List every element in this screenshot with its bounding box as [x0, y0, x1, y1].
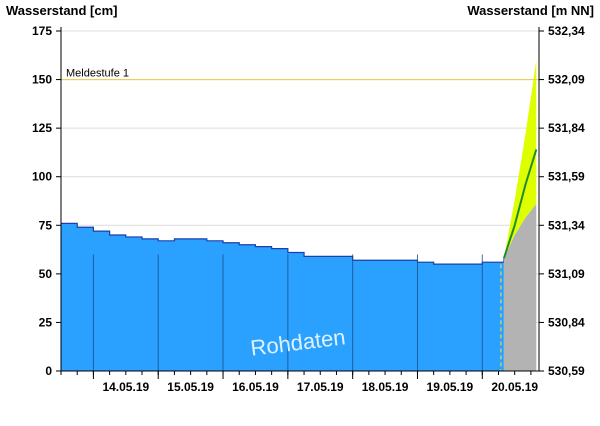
- left-tick-label: 100: [32, 170, 52, 184]
- x-tick-label: 19.05.19: [427, 380, 474, 394]
- right-tick-label: 532,34: [548, 24, 585, 38]
- right-tick-label: 531,59: [548, 170, 585, 184]
- x-tick-label: 15.05.19: [167, 380, 214, 394]
- x-tick-label: 18.05.19: [362, 380, 409, 394]
- reference-lines: Meldestufe 1: [61, 68, 539, 81]
- right-tick-label: 531,34: [548, 218, 585, 232]
- forecast-lower-area: [503, 203, 537, 371]
- left-tick-label: 0: [45, 364, 52, 378]
- left-tick-label: 150: [32, 73, 52, 87]
- right-tick-label: 530,84: [548, 315, 585, 329]
- left-tick-label: 25: [39, 315, 53, 329]
- left-tick-label: 50: [39, 267, 53, 281]
- data-areas: [61, 60, 538, 371]
- left-axis-title: Wasserstand [cm]: [6, 3, 118, 18]
- right-axis-title: Wasserstand [m NN]: [467, 3, 594, 18]
- right-tick-label: 531,84: [548, 121, 585, 135]
- x-tick-label: 16.05.19: [232, 380, 279, 394]
- right-tick-label: 532,09: [548, 73, 585, 87]
- left-tick-label: 75: [39, 218, 53, 232]
- meldestufe-label: Meldestufe 1: [66, 68, 129, 80]
- left-tick-label: 175: [32, 24, 52, 38]
- x-tick-label: 20.05.19: [491, 380, 538, 394]
- left-tick-label: 125: [32, 121, 52, 135]
- axes: 0 25 50 75 100 125 150 175 530,59 530,84 531,09 531…: [32, 24, 585, 394]
- right-tick-label: 530,59: [548, 364, 585, 378]
- right-tick-label: 531,09: [548, 267, 585, 281]
- forecast-line: [502, 149, 538, 259]
- forecast-band: [503, 60, 537, 259]
- x-tick-label: 14.05.19: [102, 380, 149, 394]
- measured-line: [61, 222, 505, 265]
- x-tick-label: 17.05.19: [297, 380, 344, 394]
